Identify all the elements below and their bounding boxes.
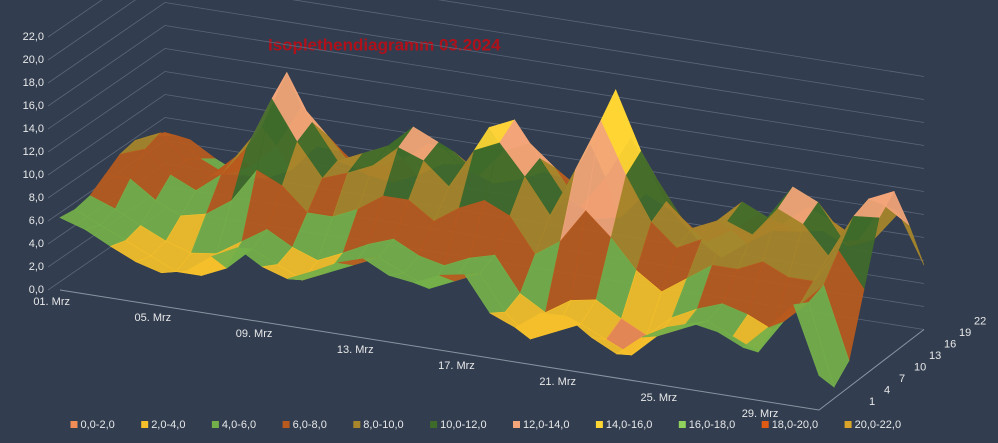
legend-swatch: [678, 421, 686, 428]
axis-line: [59, 289, 925, 411]
legend-swatch: [211, 421, 219, 428]
z-tick-label: 14,0: [23, 123, 44, 135]
grid-line: [47, 117, 925, 238]
legend-label: 14,0-16,0: [606, 419, 652, 431]
legend-swatch: [70, 421, 78, 428]
depth-tick-label: 10: [914, 361, 926, 373]
depth-tick-label: 19: [959, 327, 971, 339]
grid-line: [47, 0, 925, 100]
z-tick-label: 6,0: [29, 215, 44, 227]
legend-label: 20,0-22,0: [855, 419, 901, 431]
grid-line: [47, 71, 925, 192]
legend-label: 4,0-6,0: [222, 419, 256, 431]
z-tick-label: 4,0: [29, 238, 44, 250]
legend-label: 6,0-8,0: [293, 419, 327, 431]
legend-swatch: [761, 421, 769, 428]
legend-label: 18,0-20,0: [772, 419, 818, 431]
grid-line: [47, 25, 925, 146]
x-tick-label: 21. Mrz: [539, 376, 576, 388]
depth-tick-label: 22: [974, 315, 986, 327]
z-tick-label: 16,0: [23, 100, 44, 112]
legend-label: 10,0-12,0: [440, 419, 486, 431]
grid-line: [47, 2, 925, 123]
grid-line: [47, 94, 925, 215]
legend-swatch: [595, 421, 603, 428]
surface-patch: [793, 302, 835, 388]
z-tick-label: 12,0: [23, 146, 44, 158]
x-tick-label: 17. Mrz: [438, 360, 475, 372]
depth-tick-label: 13: [929, 350, 941, 362]
depth-tick-label: 4: [884, 384, 890, 396]
legend-label: 8,0-10,0: [363, 419, 403, 431]
grid-line: [47, 48, 925, 169]
legend-swatch: [141, 421, 149, 428]
z-tick-label: 8,0: [29, 192, 44, 204]
z-tick-label: 22,0: [23, 31, 44, 43]
x-tick-label: 09. Mrz: [236, 328, 273, 340]
legend-swatch: [430, 421, 438, 428]
z-tick-label: 10,0: [23, 169, 44, 181]
x-tick-label: 01. Mrz: [33, 296, 70, 308]
x-tick-label: 29. Mrz: [742, 408, 779, 420]
legend-label: 12,0-14,0: [523, 419, 569, 431]
x-tick-label: 13. Mrz: [337, 344, 374, 356]
legend-swatch: [844, 421, 852, 428]
chart-title: Isoplethendiagramm 03.2024: [268, 35, 501, 54]
legend-label: 2,0-4,0: [151, 419, 185, 431]
depth-tick-label: 7: [899, 373, 905, 385]
z-tick-label: 2,0: [29, 261, 44, 273]
legend-label: 16,0-18,0: [689, 419, 735, 431]
z-tick-label: 20,0: [23, 54, 44, 66]
depth-tick-label: 16: [944, 338, 956, 350]
legend-swatch: [513, 421, 520, 428]
x-tick-label: 05. Mrz: [135, 312, 172, 324]
grid-line: [47, 0, 925, 77]
z-tick-label: 18,0: [23, 77, 44, 89]
x-tick-label: 25. Mrz: [641, 392, 678, 404]
legend-swatch: [353, 421, 361, 428]
depth-tick-label: 1: [869, 396, 875, 408]
z-tick-label: 0,0: [29, 284, 44, 296]
legend-label: 0,0-2,0: [81, 419, 115, 431]
legend-swatch: [282, 421, 290, 428]
